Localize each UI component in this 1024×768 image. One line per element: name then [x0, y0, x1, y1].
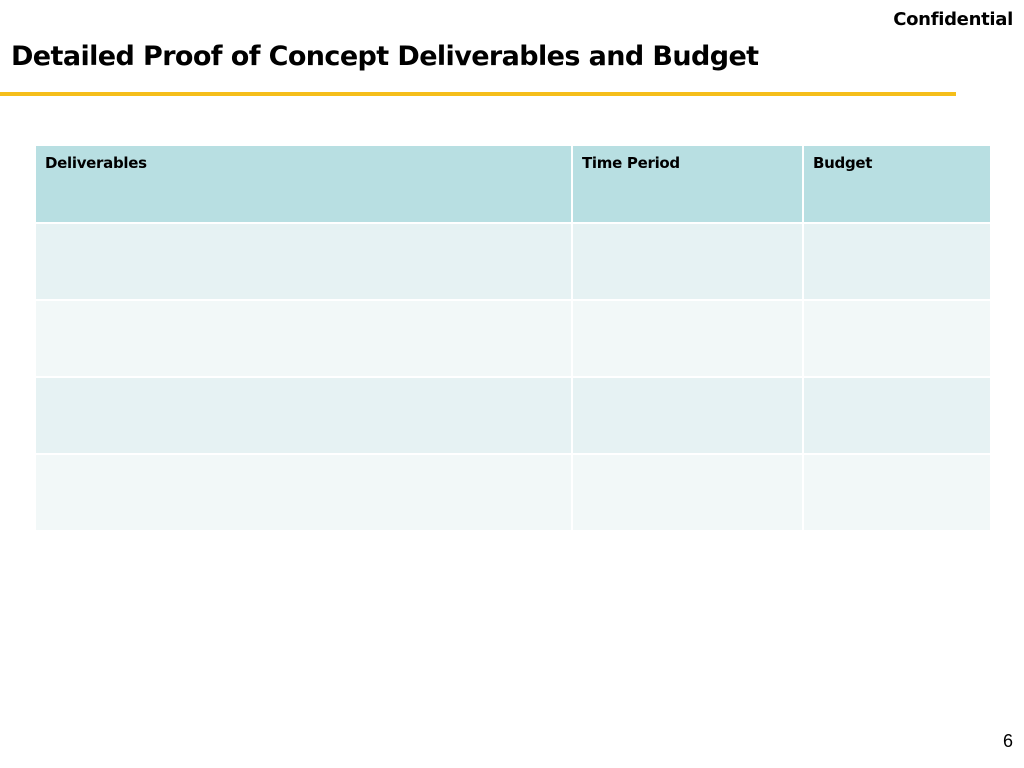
deliverables-table: Deliverables Time Period Budget	[34, 144, 992, 532]
column-header-label: Budget	[813, 154, 873, 172]
title-underline-rule	[0, 92, 956, 96]
page-number: 6	[1002, 731, 1013, 751]
budget-cell[interactable]	[802, 299, 992, 378]
deliverables-cell[interactable]	[34, 376, 573, 455]
deliverables-cell[interactable]	[34, 299, 573, 378]
column-header-time-period: Time Period	[571, 144, 804, 224]
confidential-label: Confidential	[893, 9, 1013, 30]
deliverables-cell[interactable]	[34, 453, 573, 532]
budget-cell[interactable]	[802, 376, 992, 455]
time-period-cell[interactable]	[571, 376, 804, 455]
table-row	[34, 299, 992, 378]
time-period-cell[interactable]	[571, 222, 804, 301]
column-header-label: Deliverables	[45, 154, 147, 172]
deliverables-cell[interactable]	[34, 222, 573, 301]
time-period-cell[interactable]	[571, 453, 804, 532]
column-header-label: Time Period	[582, 154, 680, 172]
table-header-row: Deliverables Time Period Budget	[34, 144, 992, 224]
table-row	[34, 222, 992, 301]
time-period-cell[interactable]	[571, 299, 804, 378]
budget-cell[interactable]	[802, 453, 992, 532]
slide-title: Detailed Proof of Concept Deliverables a…	[11, 41, 759, 72]
budget-cell[interactable]	[802, 222, 992, 301]
column-header-deliverables: Deliverables	[34, 144, 573, 224]
column-header-budget: Budget	[802, 144, 992, 224]
table-row	[34, 376, 992, 455]
table-row	[34, 453, 992, 532]
